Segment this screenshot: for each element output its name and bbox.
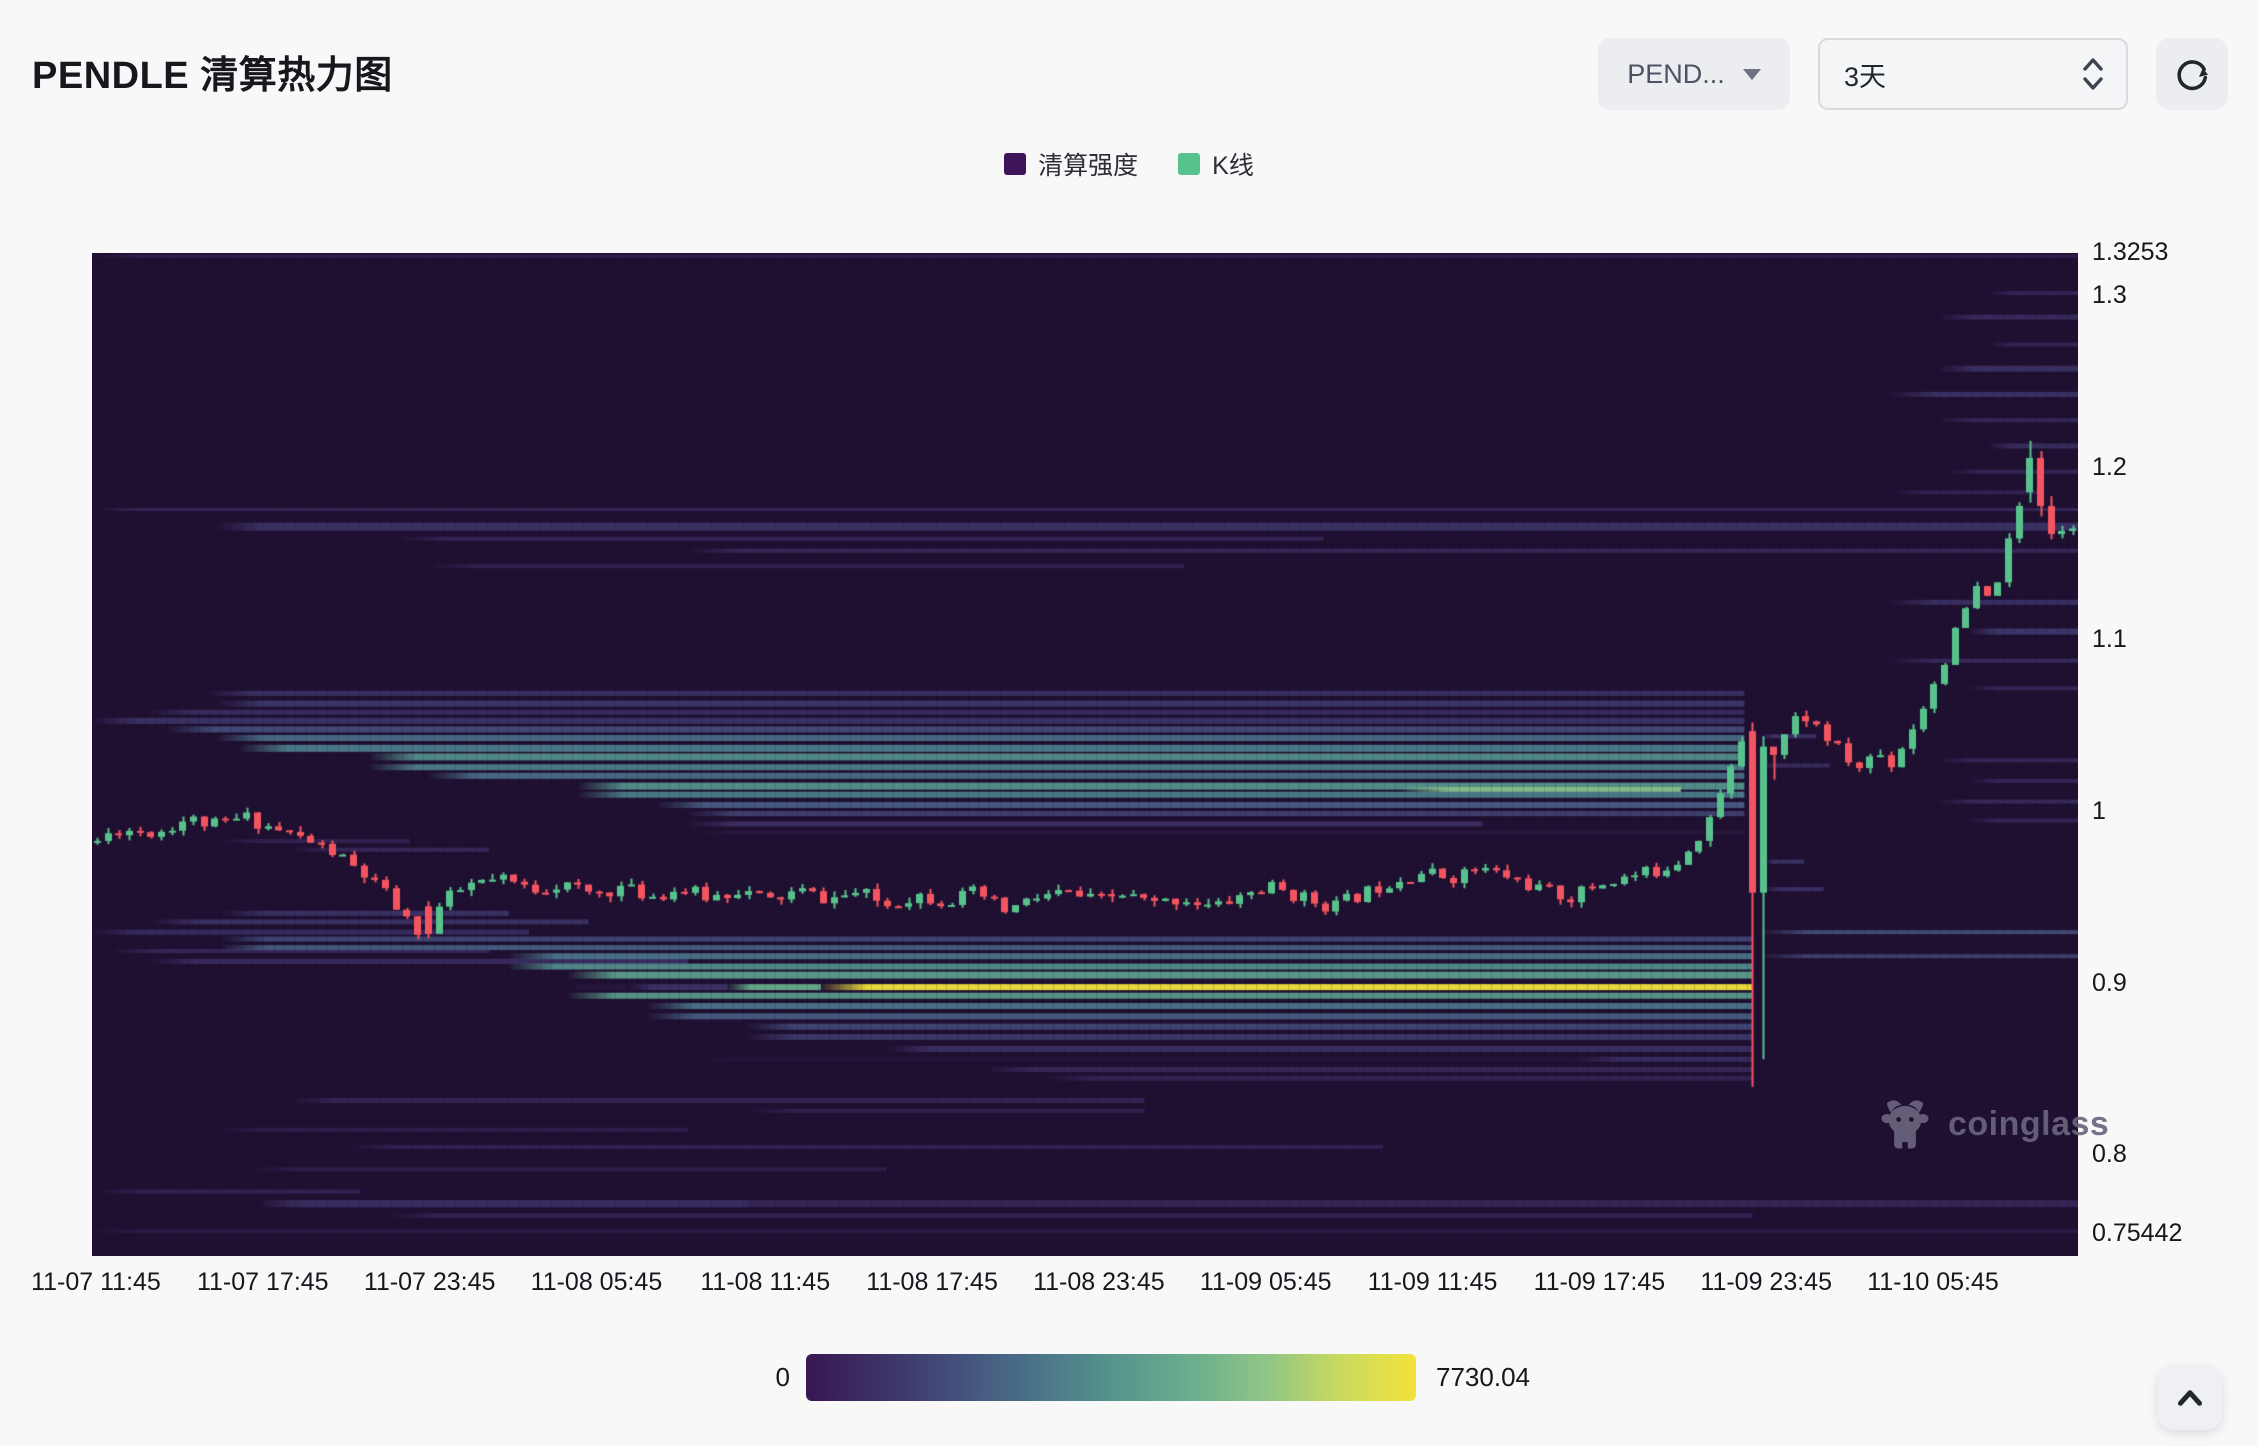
x-tick-label: 11-08 05:45 [530,1268,663,1296]
colorbar-max-label: 7730.04 [1436,1362,1530,1392]
x-tick-label: 11-10 05:45 [1867,1268,1999,1296]
chart-legend: 清算强度 K线 [0,146,2258,182]
toolbar: PEND... 3天 [1598,38,2228,110]
kline-swatch-icon [1178,153,1201,175]
caret-down-icon [1742,68,1761,80]
intensity-colorbar: 0 7730.04 [0,1352,2258,1404]
y-tick-label: 1.1 [2092,625,2127,654]
colorbar-gradient [806,1354,1416,1401]
x-tick-label: 11-08 23:45 [1033,1268,1165,1296]
legend-item-liquidation-intensity[interactable]: 清算强度 [1004,146,1138,182]
symbol-select-button[interactable]: PEND... [1598,38,1790,110]
refresh-icon [2177,60,2209,91]
y-tick-label: 0.8 [2092,1140,2127,1169]
symbol-select-value: PEND... [1627,58,1725,89]
x-tick-label: 11-09 17:45 [1533,1268,1666,1296]
y-tick-label: 0.9 [2092,968,2127,997]
page-title: PENDLE 清算热力图 [32,55,393,97]
select-chevrons-icon [2083,58,2103,90]
scroll-top-button[interactable] [2158,1366,2222,1430]
x-tick-label: 11-09 05:45 [1199,1268,1332,1296]
y-tick-label: 1.3253 [2092,238,2169,266]
y-tick-label: 0.75442 [2092,1218,2183,1247]
y-tick-label: 1.2 [2092,453,2127,482]
legend-item-kline[interactable]: K线 [1178,146,1254,182]
chevron-up-icon [2177,1390,2203,1406]
x-tick-label: 11-08 11:45 [700,1268,831,1296]
y-tick-label: 1.3 [2092,281,2127,310]
y-tick-label: 1 [2092,796,2106,825]
x-tick-label: 11-08 17:45 [866,1268,998,1296]
x-tick-label: 11-07 11:45 [31,1268,161,1296]
refresh-button[interactable] [2156,38,2228,110]
x-tick-label: 11-07 17:45 [196,1268,329,1296]
legend-label: K线 [1212,152,1254,180]
x-tick-label: 11-09 11:45 [1367,1268,1498,1296]
x-tick-label: 11-09 23:45 [1700,1268,1832,1296]
legend-label: 清算强度 [1038,152,1139,180]
liquidation-heatmap-canvas[interactable] [92,253,2078,1256]
colorbar-min-label: 0 [775,1362,790,1392]
timeframe-select[interactable]: 3天 [1818,38,2128,110]
timeframe-select-value: 3天 [1844,61,1887,92]
x-tick-label: 11-07 23:45 [363,1268,496,1296]
liquidation-intensity-swatch-icon [1004,153,1027,175]
